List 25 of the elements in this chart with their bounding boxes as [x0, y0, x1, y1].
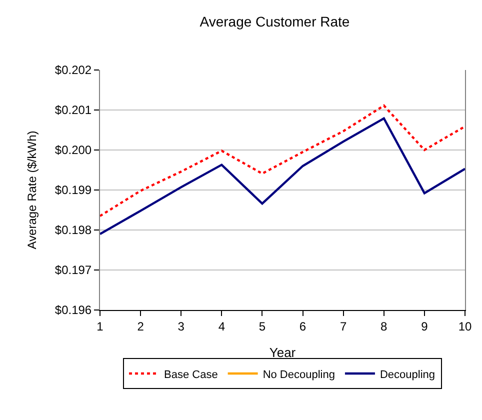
- x-tick-label: 7: [340, 319, 347, 334]
- legend-label: Decoupling: [380, 368, 436, 381]
- x-tick-label: 4: [218, 319, 226, 334]
- legend-label: Base Case: [164, 368, 218, 381]
- x-axis-title: Year: [269, 345, 296, 360]
- x-tick-label: 8: [380, 319, 388, 334]
- x-tick-label: 10: [458, 319, 472, 334]
- x-tick-label: 9: [421, 319, 428, 334]
- x-tick-label: 3: [178, 319, 185, 334]
- y-tick-label: $0.197: [54, 263, 92, 278]
- y-tick-label: $0.198: [54, 223, 92, 238]
- y-axis-title: Average Rate ($/kWh): [25, 130, 40, 250]
- y-tick-label: $0.196: [54, 303, 92, 318]
- legend-label: No Decoupling: [262, 368, 335, 381]
- x-tick-label: 1: [96, 319, 104, 334]
- y-tick-label: $0.200: [54, 143, 92, 158]
- x-tick-label: 6: [299, 319, 306, 334]
- chart-title: Average Customer Rate: [200, 14, 350, 30]
- line-series: [100, 104, 465, 218]
- x-tick-label: 5: [258, 319, 266, 334]
- y-tick-label: $0.199: [54, 183, 92, 198]
- y-tick-label: $0.202: [54, 63, 92, 78]
- y-tick-label: $0.201: [54, 103, 92, 118]
- x-tick-label: 2: [137, 319, 144, 334]
- line-series: [100, 117, 465, 236]
